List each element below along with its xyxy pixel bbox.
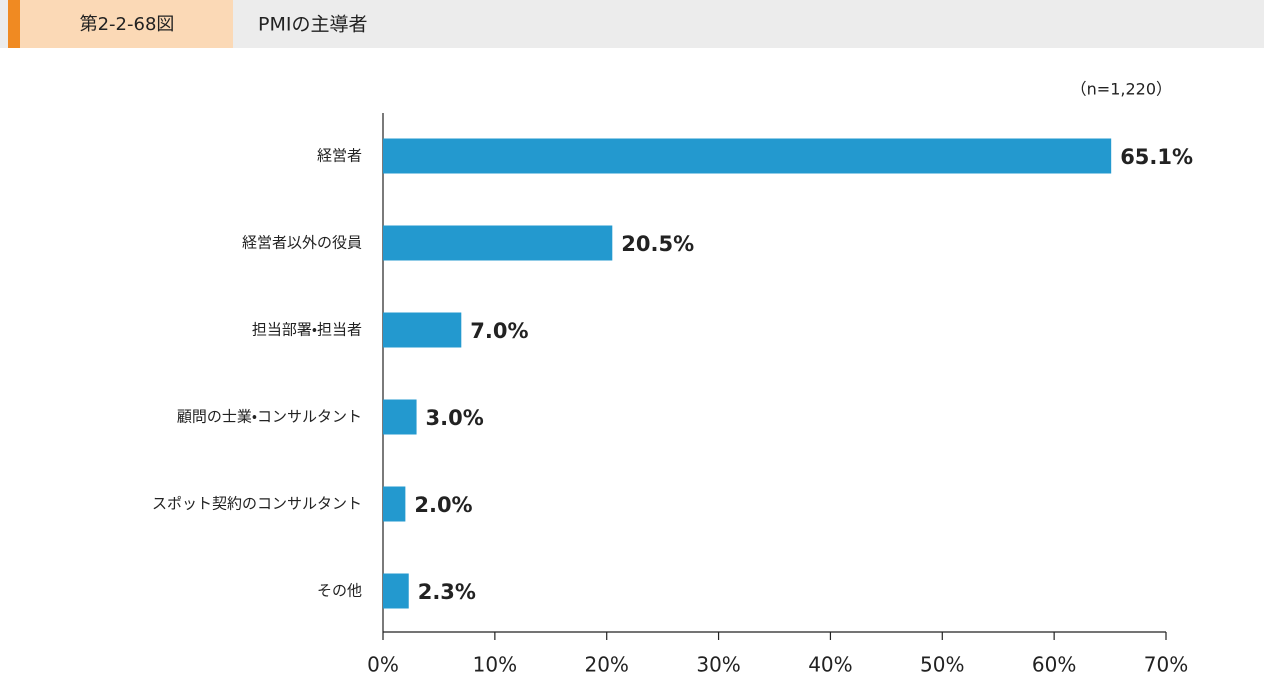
y-tick-label: 経営者以外の役員 xyxy=(242,234,362,252)
x-tick-label: 40% xyxy=(808,653,852,677)
value-label: 65.1% xyxy=(1120,145,1193,169)
bar xyxy=(383,138,1112,174)
y-tick-label: 顧問の士業・コンサルタント xyxy=(177,408,362,426)
value-label: 7.0% xyxy=(470,319,528,343)
x-tick-label: 50% xyxy=(920,653,964,677)
y-tick-label: スポット契約のコンサルタント xyxy=(152,495,362,513)
x-tick-label: 70% xyxy=(1144,653,1188,677)
header-label-box xyxy=(8,0,233,48)
chart-title: PMIの主導者 xyxy=(258,14,367,36)
bar xyxy=(383,312,462,348)
x-tick-label: 30% xyxy=(696,653,740,677)
bar xyxy=(383,225,613,261)
bar xyxy=(383,399,417,435)
x-tick-label: 0% xyxy=(367,653,399,677)
x-tick-label: 10% xyxy=(473,653,517,677)
y-tick-label: 担当部署・担当者 xyxy=(252,321,362,339)
sample-note: （n=1,220） xyxy=(1071,80,1172,99)
value-label: 3.0% xyxy=(426,406,484,430)
bar xyxy=(383,486,406,522)
header-accent xyxy=(8,0,20,48)
y-tick-label: その他 xyxy=(317,582,362,600)
value-label: 20.5% xyxy=(621,232,694,256)
bar xyxy=(383,573,409,609)
x-tick-label: 20% xyxy=(584,653,628,677)
value-label: 2.0% xyxy=(414,493,472,517)
value-label: 2.3% xyxy=(418,580,476,604)
y-tick-label: 経営者 xyxy=(317,147,362,165)
figure-label: 第2-2-68図 xyxy=(80,14,175,35)
x-tick-label: 60% xyxy=(1032,653,1076,677)
